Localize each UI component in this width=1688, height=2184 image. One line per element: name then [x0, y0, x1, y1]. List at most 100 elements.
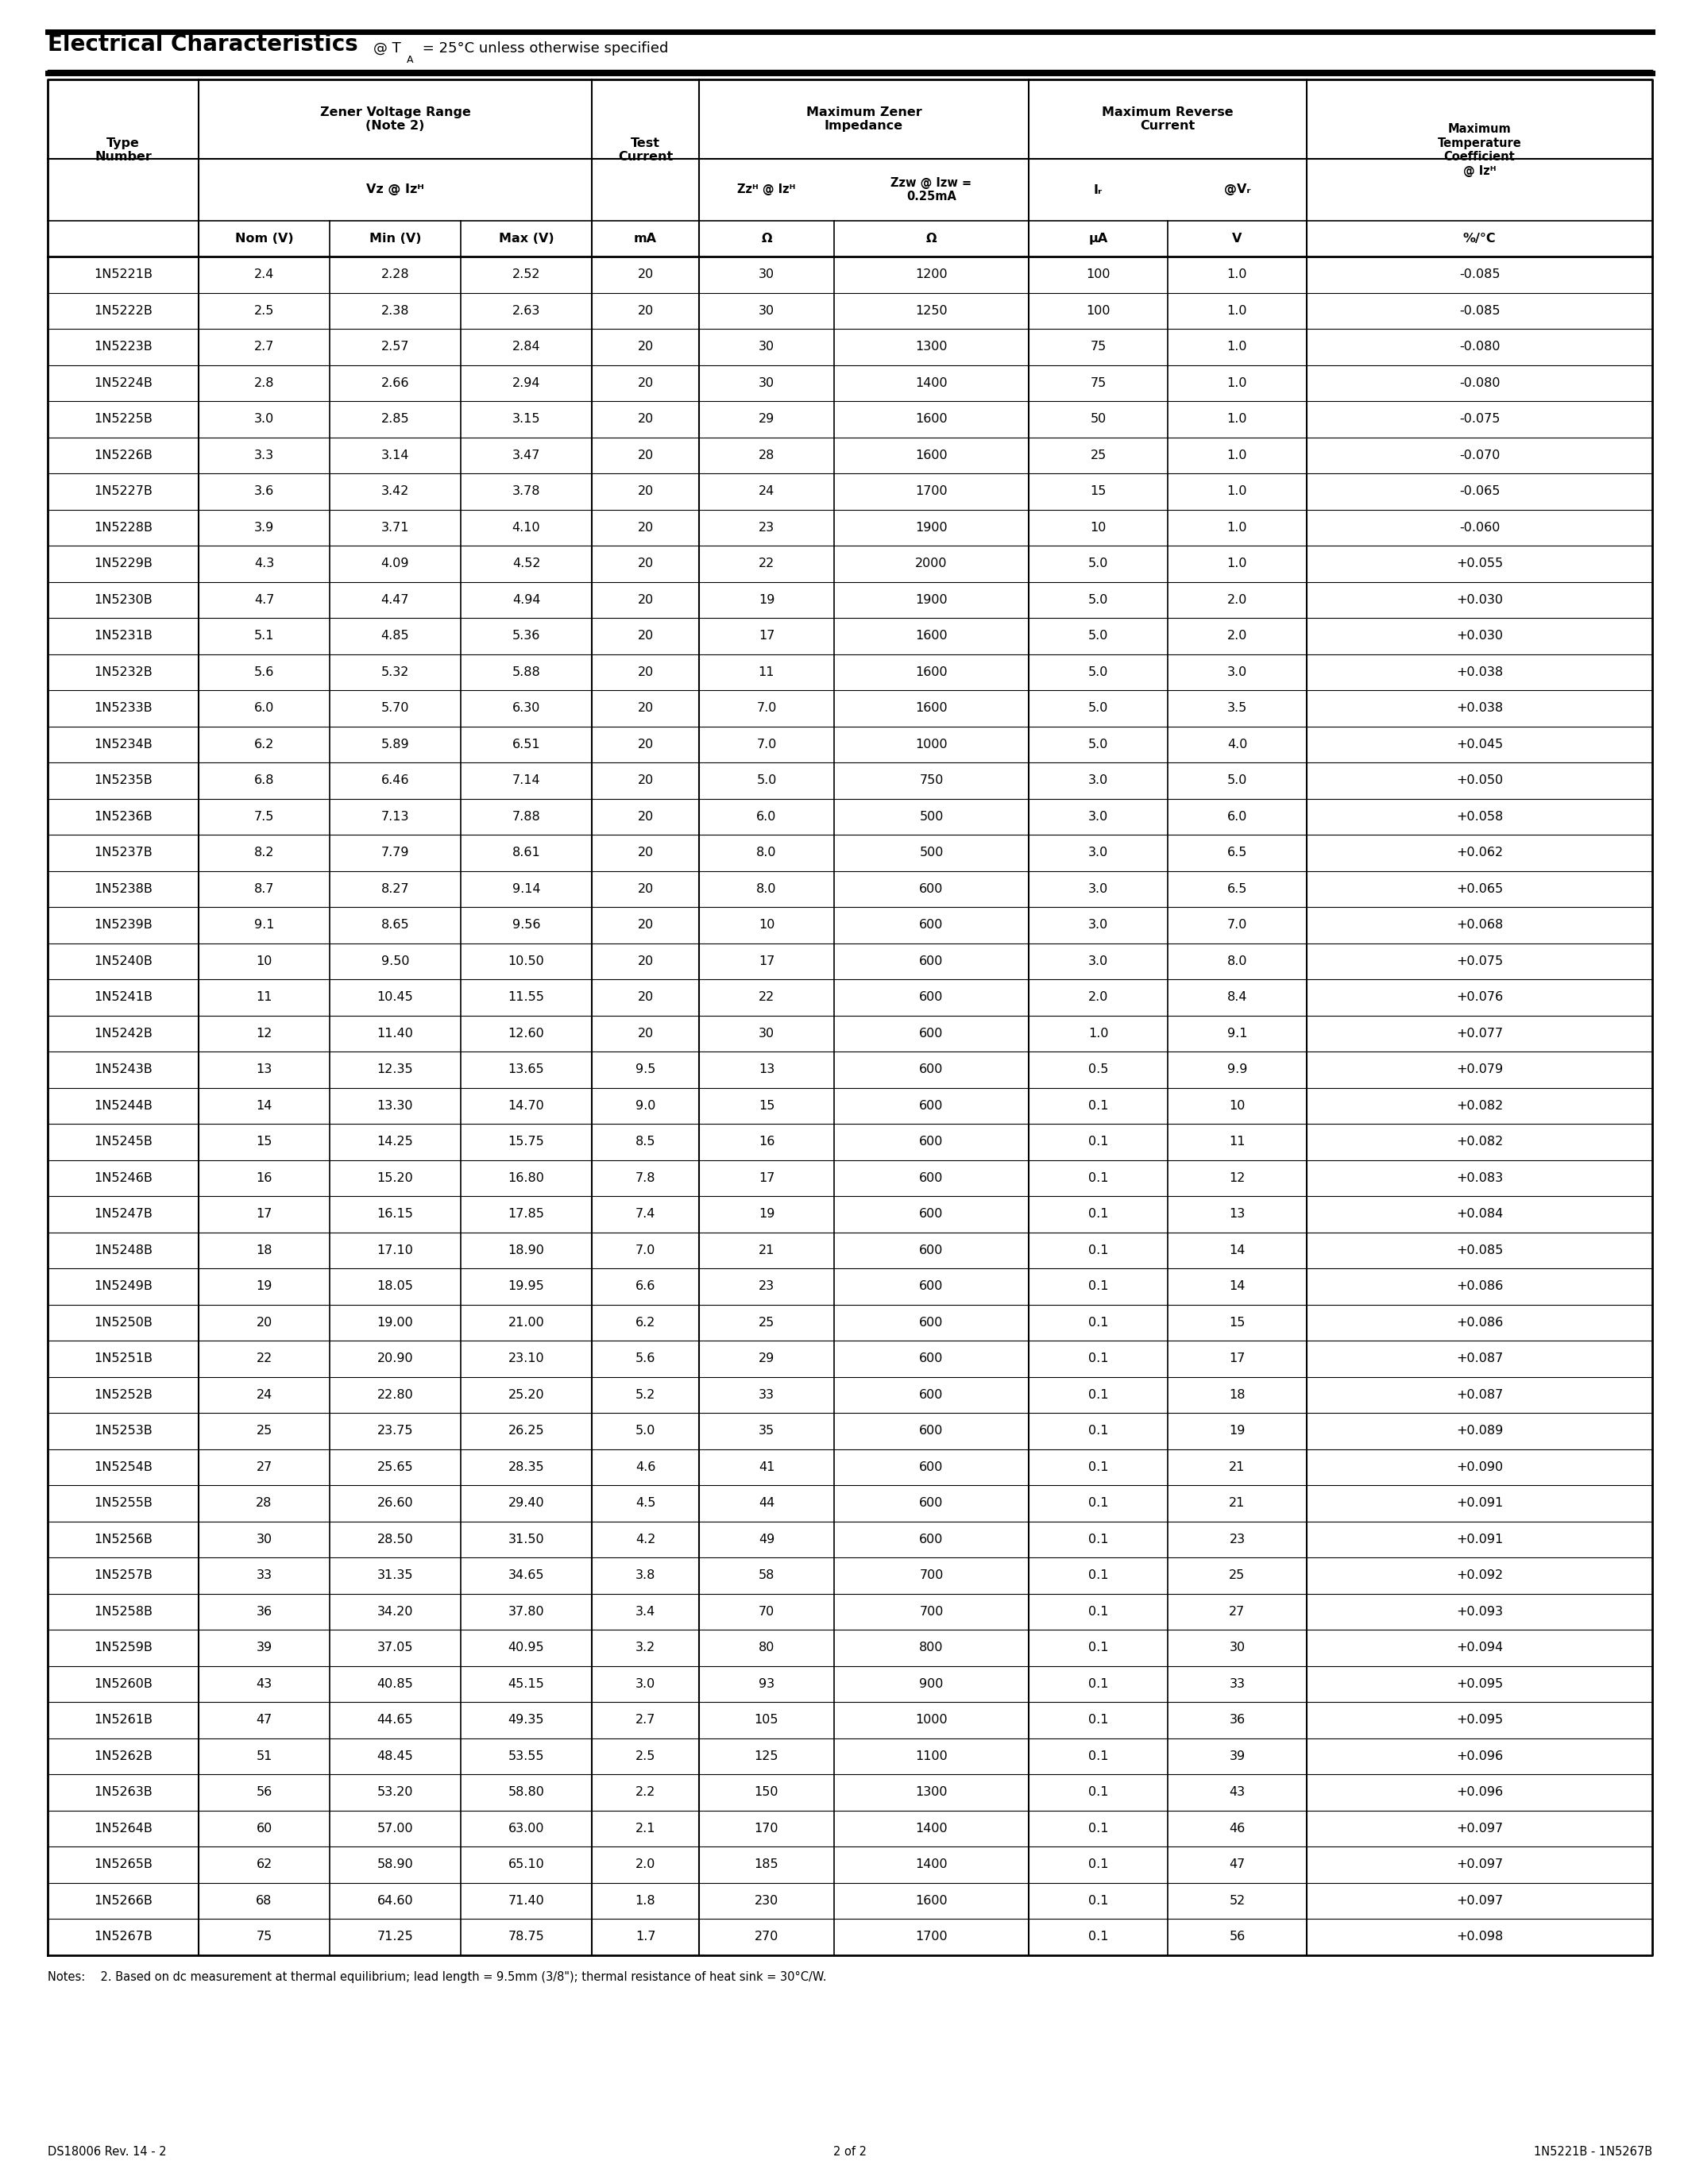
Text: 1N5226B: 1N5226B [95, 450, 152, 461]
Text: 70: 70 [758, 1605, 775, 1618]
Text: 1N5260B: 1N5260B [95, 1677, 152, 1690]
Text: 600: 600 [920, 1280, 944, 1293]
Text: 24: 24 [257, 1389, 272, 1400]
Text: 43: 43 [257, 1677, 272, 1690]
Text: 1N5257B: 1N5257B [95, 1570, 152, 1581]
Text: -0.085: -0.085 [1458, 306, 1501, 317]
Text: 19: 19 [758, 594, 775, 605]
Text: 0.1: 0.1 [1089, 1424, 1109, 1437]
Text: +0.076: +0.076 [1457, 992, 1502, 1002]
Text: 14: 14 [1229, 1245, 1246, 1256]
Text: 5.70: 5.70 [381, 703, 408, 714]
Text: +0.094: +0.094 [1457, 1642, 1502, 1653]
Text: 20: 20 [638, 306, 653, 317]
Text: 0.1: 0.1 [1089, 1173, 1109, 1184]
Text: 33: 33 [257, 1570, 272, 1581]
Text: 5.0: 5.0 [1227, 775, 1247, 786]
Text: 35: 35 [758, 1424, 775, 1437]
Text: 44: 44 [758, 1498, 775, 1509]
Text: 2.4: 2.4 [253, 269, 273, 280]
Text: 7.0: 7.0 [635, 1245, 655, 1256]
Text: 230: 230 [755, 1896, 778, 1907]
Text: 2000: 2000 [915, 557, 947, 570]
Text: 7.13: 7.13 [381, 810, 408, 823]
Text: 9.9: 9.9 [1227, 1064, 1247, 1075]
Text: 52: 52 [1229, 1896, 1246, 1907]
Text: 1.0: 1.0 [1089, 1026, 1109, 1040]
Text: 1900: 1900 [915, 594, 947, 605]
Text: 20: 20 [638, 738, 653, 751]
Text: 3.42: 3.42 [381, 485, 408, 498]
Text: 47: 47 [1229, 1859, 1246, 1870]
Text: 6.51: 6.51 [511, 738, 540, 751]
Text: 40.85: 40.85 [376, 1677, 414, 1690]
Text: 10.45: 10.45 [376, 992, 414, 1002]
Text: 9.5: 9.5 [635, 1064, 655, 1075]
Text: 600: 600 [920, 954, 944, 968]
Text: 68: 68 [257, 1896, 272, 1907]
Text: 4.94: 4.94 [511, 594, 540, 605]
Text: 1N5253B: 1N5253B [95, 1424, 152, 1437]
Text: 0.1: 0.1 [1089, 1280, 1109, 1293]
Text: 1.0: 1.0 [1227, 450, 1247, 461]
Text: 2.0: 2.0 [1227, 594, 1247, 605]
Text: 8.27: 8.27 [381, 882, 408, 895]
Text: 5.6: 5.6 [253, 666, 273, 677]
Text: 6.0: 6.0 [1227, 810, 1247, 823]
Text: 0.1: 0.1 [1089, 1533, 1109, 1546]
Text: Maximum Zener
Impedance: Maximum Zener Impedance [805, 107, 922, 131]
Text: 8.61: 8.61 [511, 847, 540, 858]
Text: 2.57: 2.57 [381, 341, 408, 354]
Text: 600: 600 [920, 919, 944, 930]
Text: +0.090: +0.090 [1457, 1461, 1502, 1472]
Text: 1.0: 1.0 [1227, 341, 1247, 354]
Text: +0.082: +0.082 [1457, 1136, 1502, 1149]
Text: 20: 20 [638, 666, 653, 677]
Text: 600: 600 [920, 1317, 944, 1328]
Text: +0.095: +0.095 [1457, 1677, 1502, 1690]
Text: 6.30: 6.30 [511, 703, 540, 714]
Text: 80: 80 [758, 1642, 775, 1653]
Text: 8.2: 8.2 [253, 847, 273, 858]
Text: +0.087: +0.087 [1457, 1352, 1502, 1365]
Text: 1250: 1250 [915, 306, 947, 317]
Text: 25: 25 [257, 1424, 272, 1437]
Text: 6.46: 6.46 [381, 775, 408, 786]
Text: 34.65: 34.65 [508, 1570, 544, 1581]
Text: 5.32: 5.32 [381, 666, 408, 677]
Text: 11.40: 11.40 [376, 1026, 414, 1040]
Text: 5.0: 5.0 [1089, 557, 1109, 570]
Text: 22: 22 [257, 1352, 272, 1365]
Text: 3.0: 3.0 [1089, 775, 1109, 786]
Text: 20: 20 [638, 522, 653, 533]
Text: 1N5249B: 1N5249B [95, 1280, 152, 1293]
Text: 7.0: 7.0 [756, 738, 776, 751]
Text: 2.84: 2.84 [511, 341, 540, 354]
Text: 9.14: 9.14 [511, 882, 540, 895]
Text: 9.0: 9.0 [635, 1101, 655, 1112]
Text: 1N5265B: 1N5265B [95, 1859, 152, 1870]
Text: 49: 49 [758, 1533, 775, 1546]
Text: 3.78: 3.78 [511, 485, 540, 498]
Text: -0.085: -0.085 [1458, 269, 1501, 280]
Text: 3.15: 3.15 [511, 413, 540, 426]
Text: 600: 600 [920, 1136, 944, 1149]
Text: 93: 93 [758, 1677, 775, 1690]
Text: 22: 22 [758, 557, 775, 570]
Text: +0.075: +0.075 [1457, 954, 1502, 968]
Text: 71.40: 71.40 [508, 1896, 545, 1907]
Text: 30: 30 [758, 306, 775, 317]
Text: 11: 11 [1229, 1136, 1246, 1149]
Text: 0.1: 0.1 [1089, 1317, 1109, 1328]
Text: 2.0: 2.0 [1089, 992, 1109, 1002]
Text: 17: 17 [1229, 1352, 1246, 1365]
Text: 0.1: 0.1 [1089, 1136, 1109, 1149]
Text: 4.6: 4.6 [635, 1461, 655, 1472]
Text: 17: 17 [758, 1173, 775, 1184]
Text: 1N5258B: 1N5258B [95, 1605, 152, 1618]
Text: 14.25: 14.25 [376, 1136, 414, 1149]
Text: 600: 600 [920, 1424, 944, 1437]
Text: Maximum
Temperature
Coefficient
@ Iᴢᴴ: Maximum Temperature Coefficient @ Iᴢᴴ [1438, 124, 1521, 177]
Text: 17.10: 17.10 [376, 1245, 414, 1256]
Text: 6.2: 6.2 [635, 1317, 655, 1328]
